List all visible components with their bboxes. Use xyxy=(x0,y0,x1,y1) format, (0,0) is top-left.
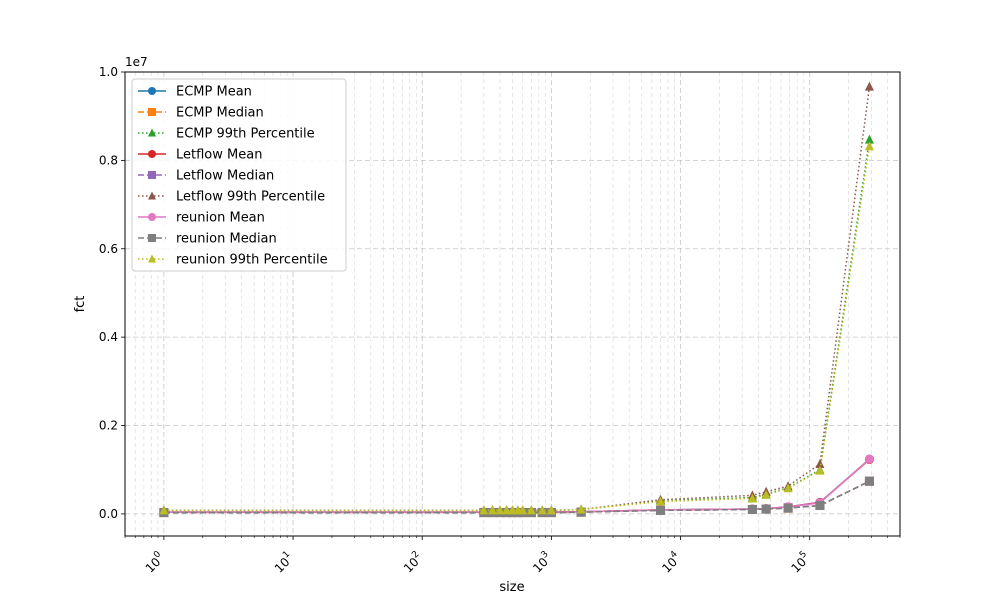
legend-label: reunion Median xyxy=(176,232,277,247)
y-tick-label: 0.0 xyxy=(99,507,118,521)
data-point-triangle xyxy=(148,191,156,200)
data-point-triangle xyxy=(537,505,547,515)
data-point-triangle xyxy=(576,504,586,514)
data-point-triangle xyxy=(502,505,512,515)
data-point-square xyxy=(783,503,793,513)
data-point-triangle xyxy=(864,81,874,91)
data-point-triangle xyxy=(864,141,874,151)
legend-label: reunion Mean xyxy=(176,211,265,226)
data-point-triangle xyxy=(495,505,505,515)
data-point-triangle xyxy=(815,465,825,475)
data-point-square xyxy=(656,505,666,515)
legend-item: ECMP Median xyxy=(138,106,264,121)
y-tick-label: 0.8 xyxy=(99,153,118,167)
y-tick-label: 1.0 xyxy=(99,65,118,79)
data-point-triangle xyxy=(479,505,489,515)
data-point-triangle xyxy=(518,505,528,515)
data-point-square xyxy=(864,476,874,486)
legend-item: reunion Mean xyxy=(138,211,265,226)
data-point-square xyxy=(148,234,156,242)
legend-item: reunion Median xyxy=(138,232,277,247)
data-point-triangle xyxy=(656,496,666,506)
y-tick-label: 0.4 xyxy=(99,330,118,344)
legend-label: Letflow Median xyxy=(176,169,274,184)
legend-item: Letflow 99th Percentile xyxy=(138,190,325,205)
legend-item: reunion 99th Percentile xyxy=(138,253,328,268)
y-axis-ticks: 0.0 0.2 0.4 0.6 0.8 1.0 xyxy=(99,65,125,521)
data-point-triangle xyxy=(761,489,771,499)
data-point-triangle xyxy=(815,458,825,468)
legend-item: ECMP Mean xyxy=(138,85,252,100)
legend: ECMP Mean ECMP Median ECMP 99th Percentile… xyxy=(131,78,347,272)
data-point-triangle xyxy=(487,505,497,515)
series-layer xyxy=(159,81,874,518)
data-point-square xyxy=(747,504,757,514)
data-point-triangle xyxy=(783,483,793,493)
legend-frame xyxy=(131,78,347,272)
data-point-square xyxy=(761,504,771,514)
data-point-triangle xyxy=(864,134,874,144)
legend-label: reunion 99th Percentile xyxy=(176,253,328,268)
x-axis-label: size xyxy=(499,580,524,595)
legend-label: ECMP 99th Percentile xyxy=(176,127,315,142)
data-point-circle xyxy=(148,87,156,95)
plot-frame xyxy=(124,71,901,537)
legend-label: Letflow Mean xyxy=(176,148,262,163)
y-tick-label: 0.6 xyxy=(99,242,118,256)
data-point-triangle xyxy=(148,254,156,263)
data-point-square xyxy=(815,501,825,511)
series-reunion-99th-percentile xyxy=(159,141,874,515)
data-point-square xyxy=(148,171,156,179)
data-point-triangle xyxy=(526,505,536,515)
data-point-triangle xyxy=(159,505,169,515)
data-point-circle xyxy=(864,454,874,464)
legend-item: ECMP 99th Percentile xyxy=(138,127,315,142)
legend-label: ECMP Median xyxy=(176,106,264,121)
legend-label: Letflow 99th Percentile xyxy=(176,190,325,205)
data-point-circle xyxy=(148,150,156,158)
legend-item: Letflow Median xyxy=(138,169,274,184)
y-offset-label: 1e7 xyxy=(125,55,148,69)
legend-label: ECMP Mean xyxy=(176,85,252,100)
data-point-triangle xyxy=(148,128,156,137)
data-point-triangle xyxy=(747,493,757,503)
data-point-square xyxy=(148,108,156,116)
legend-item: Letflow Mean xyxy=(138,148,262,163)
y-axis-label: fct xyxy=(73,296,88,313)
data-point-triangle xyxy=(546,505,556,515)
y-tick-label: 0.2 xyxy=(99,419,118,433)
series-line xyxy=(163,146,871,512)
data-point-circle xyxy=(148,213,156,221)
